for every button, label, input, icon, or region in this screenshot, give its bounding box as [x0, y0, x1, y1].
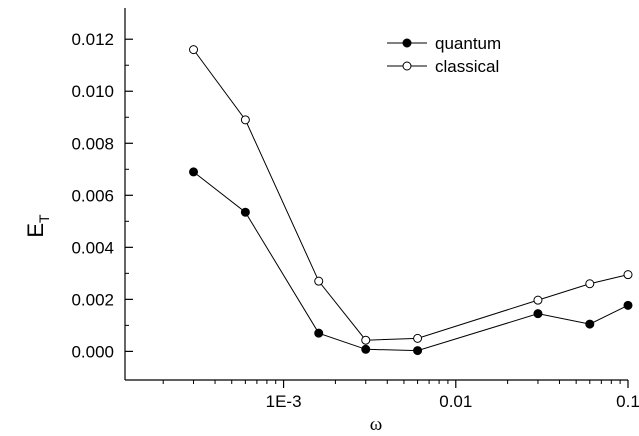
x-tick-label: 0.1 — [616, 392, 639, 411]
y-axis-ticks: 0.000 0.002 0.004 0.006 0.008 0.010 0.012 — [71, 30, 133, 361]
y-tick-label: 0.012 — [71, 30, 114, 49]
legend-label: quantum — [435, 34, 501, 53]
classical-point — [623, 270, 633, 280]
y-tick-label: 0.002 — [71, 290, 114, 309]
y-tick-label: 0.006 — [71, 186, 114, 205]
classical-point — [361, 335, 371, 345]
series-layer — [189, 45, 633, 356]
classical-point — [413, 333, 423, 343]
quantum-line — [193, 171, 629, 352]
quantum-point — [314, 328, 324, 338]
x-axis-label: ω — [370, 414, 383, 435]
legend-marker — [402, 61, 412, 71]
quantum-point — [533, 309, 543, 319]
y-axis-label-subscript: T — [36, 214, 52, 223]
series-classical — [189, 45, 633, 345]
classical-line — [193, 49, 629, 341]
quantum-point — [585, 319, 595, 329]
quantum-point — [189, 167, 199, 177]
y-tick-label: 0.008 — [71, 134, 114, 153]
axes — [124, 8, 628, 381]
quantum-point — [361, 344, 371, 354]
legend: quantum classical — [387, 34, 501, 76]
classical-point — [240, 115, 250, 125]
y-tick-label: 0.010 — [71, 82, 114, 101]
y-axis-label: ET — [23, 214, 52, 238]
classical-point — [189, 45, 199, 55]
legend-entry-quantum: quantum — [387, 34, 501, 53]
quantum-point — [413, 346, 423, 356]
legend-label: classical — [435, 57, 499, 76]
legend-marker — [402, 38, 412, 48]
classical-point — [533, 295, 543, 305]
y-axis-label-main: E — [23, 223, 48, 238]
x-tick-label: 1E-3 — [266, 392, 302, 411]
classical-point — [314, 276, 324, 286]
y-tick-label: 0.004 — [71, 238, 114, 257]
series-quantum — [189, 167, 633, 356]
y-tick-label: 0.000 — [71, 342, 114, 361]
legend-entry-classical: classical — [387, 57, 499, 76]
quantum-point — [240, 207, 250, 217]
classical-point — [585, 279, 595, 289]
x-tick-label: 0.01 — [439, 392, 472, 411]
quantum-point — [623, 300, 633, 310]
x-axis-ticks: 1E-3 0.01 0.1 — [162, 380, 639, 411]
